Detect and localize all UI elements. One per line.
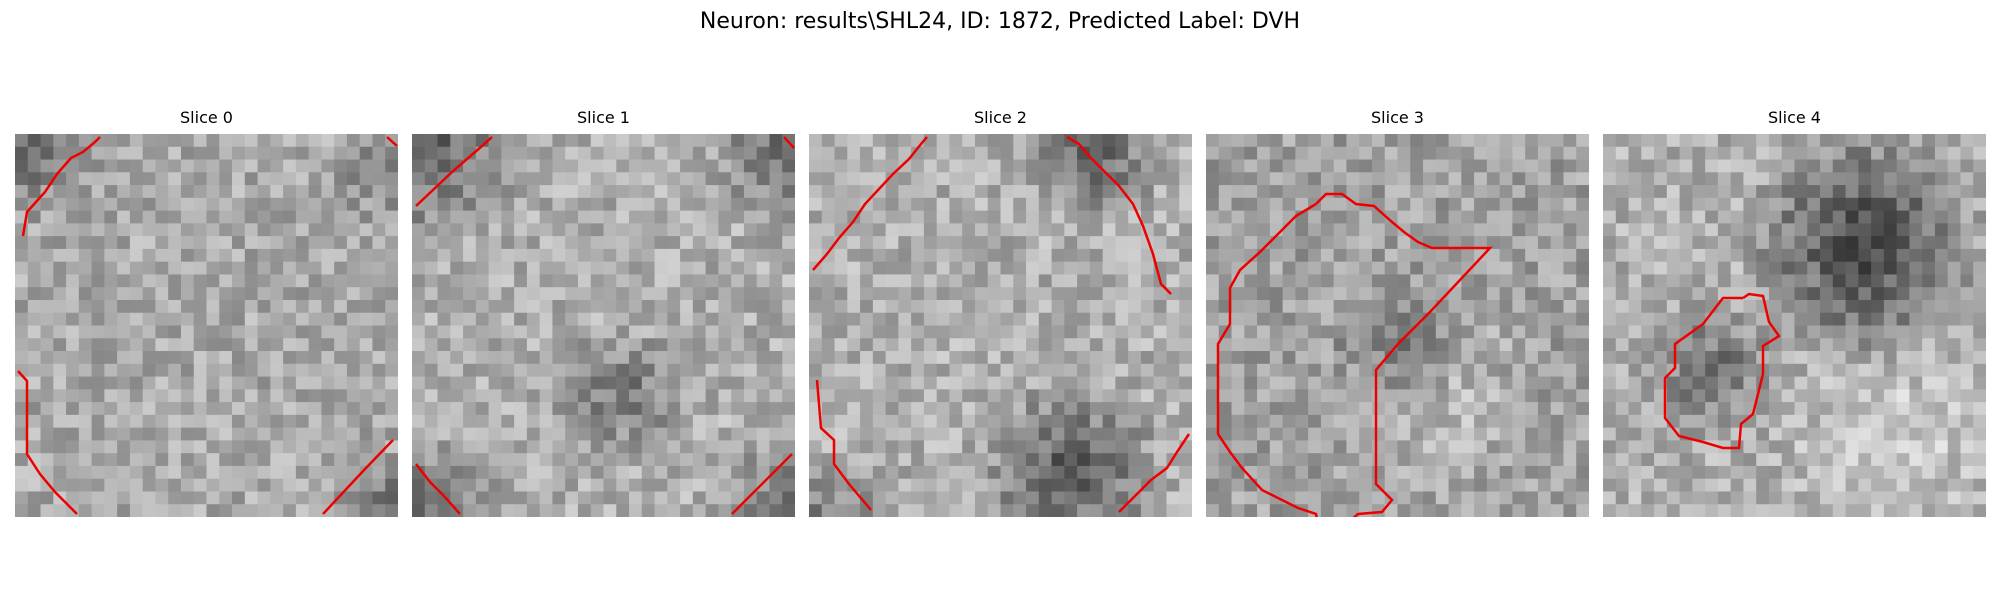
- contour-line: [322, 439, 394, 515]
- slice-title: Slice 2: [974, 108, 1027, 127]
- contour-line: [17, 370, 78, 515]
- slice-image: [412, 134, 795, 517]
- grayscale-tiles: [1603, 134, 1986, 517]
- slice-panel-0: Slice 0: [15, 108, 398, 517]
- slice-panel-4: Slice 4: [1603, 108, 1986, 517]
- slice-title: Slice 1: [577, 108, 630, 127]
- slice-title: Slice 4: [1768, 108, 1821, 127]
- slice-image: [1206, 134, 1589, 517]
- contour-line: [812, 136, 928, 271]
- grayscale-tiles: [15, 134, 398, 517]
- slice-image: [809, 134, 1192, 517]
- contour-line: [1663, 292, 1781, 450]
- grayscale-tiles: [1206, 134, 1589, 517]
- contour-line: [1315, 192, 1493, 517]
- contour-line: [731, 453, 793, 515]
- contour-line: [815, 379, 872, 511]
- contour-line: [415, 463, 461, 515]
- figure-title: Neuron: results\SHL24, ID: 1872, Predict…: [699, 9, 1301, 34]
- contour-line: [1066, 135, 1172, 295]
- contour-line: [1216, 202, 1318, 517]
- slice-panel-1: Slice 1: [412, 108, 795, 517]
- slice-panel-3: Slice 3: [1206, 108, 1589, 517]
- contour-line: [415, 136, 493, 207]
- slice-image: [15, 134, 398, 517]
- slice-title: Slice 0: [180, 108, 233, 127]
- contour-line: [21, 136, 101, 237]
- slice-image: [1603, 134, 1986, 517]
- contour-line: [1118, 433, 1191, 513]
- grayscale-tiles: [809, 134, 1192, 517]
- grayscale-tiles: [412, 134, 795, 517]
- contour-line: [783, 136, 795, 149]
- contour-line: [386, 136, 398, 147]
- slice-panel-2: Slice 2: [809, 108, 1192, 517]
- slice-title: Slice 3: [1371, 108, 1424, 127]
